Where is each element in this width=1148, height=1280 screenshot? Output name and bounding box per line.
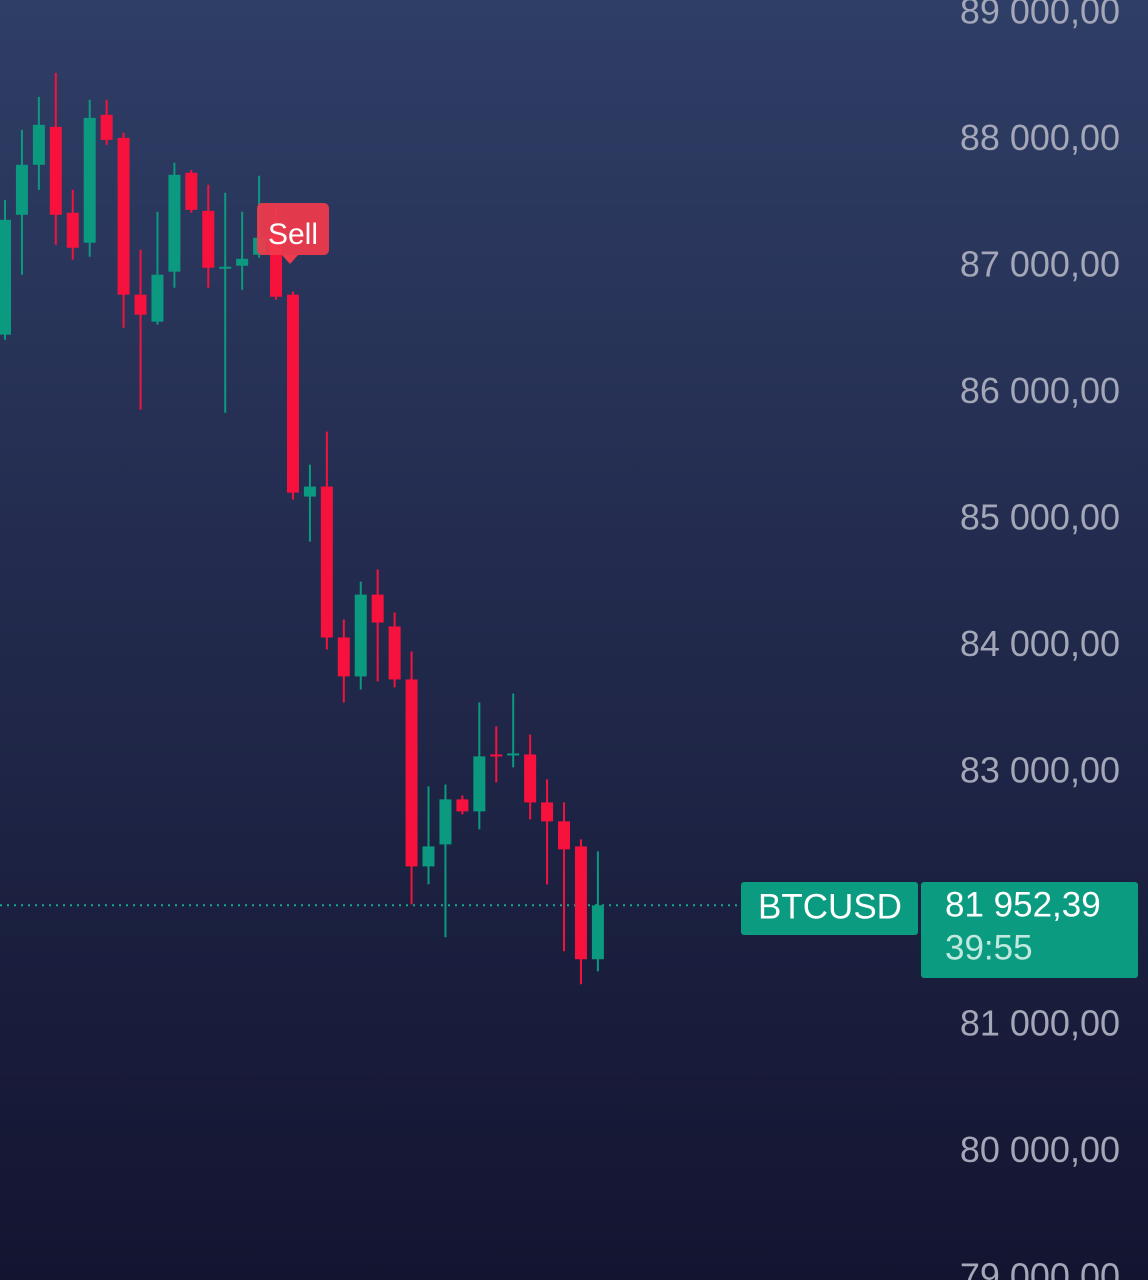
candle-body	[83, 117, 96, 243]
candle-body	[371, 594, 384, 623]
candle-body	[388, 626, 401, 680]
y-tick-label: 80 000,00	[960, 1129, 1120, 1170]
candle-body	[591, 905, 604, 960]
candle-body	[439, 799, 452, 845]
candle-body	[134, 294, 147, 315]
candle-body	[219, 266, 232, 269]
sell-badge	[257, 203, 329, 255]
sell-marker: Sell	[257, 203, 329, 264]
candle-body	[405, 679, 418, 867]
sell-label: Sell	[268, 218, 318, 251]
candle-body	[151, 274, 164, 322]
sell-pointer	[282, 255, 298, 264]
candle-body	[337, 637, 350, 677]
price-badge	[921, 882, 1138, 978]
y-tick-label: 83 000,00	[960, 749, 1120, 790]
symbol-badge	[741, 882, 918, 935]
candle-body	[473, 756, 486, 812]
symbol-label: BTCUSD	[758, 887, 902, 926]
candle-body	[456, 799, 469, 812]
y-tick-label: 89 000,00	[960, 0, 1120, 31]
y-tick-label: 88 000,00	[960, 117, 1120, 158]
candle-body	[66, 212, 79, 248]
candle-body	[422, 846, 435, 867]
y-tick-label: 85 000,00	[960, 496, 1120, 537]
candle-body	[541, 802, 554, 822]
candle-body	[524, 754, 537, 803]
candle-body	[100, 114, 113, 140]
candle-body	[32, 124, 45, 165]
candle-body	[168, 174, 181, 272]
y-tick-label: 86 000,00	[960, 370, 1120, 411]
candle-body	[15, 164, 28, 215]
candle-body	[303, 486, 316, 497]
y-tick-label: 87 000,00	[960, 243, 1120, 284]
y-tick-label: 81 000,00	[960, 1002, 1120, 1043]
candle-body	[320, 486, 333, 638]
y-tick-label: 84 000,00	[960, 623, 1120, 664]
candle-body	[286, 294, 299, 493]
candle-body	[558, 821, 571, 850]
candle-body	[507, 753, 520, 756]
y-tick-label: 79 000,00	[960, 1255, 1120, 1280]
candle-body	[0, 219, 11, 335]
candle-body	[202, 210, 215, 268]
candle-body	[354, 594, 367, 677]
countdown-label: 39:55	[945, 928, 1033, 967]
last-price-label: 81 952,39	[945, 885, 1101, 924]
candle-body	[185, 172, 198, 210]
candle-body	[490, 754, 503, 757]
candle-body	[236, 258, 249, 266]
candle-body	[49, 126, 62, 215]
candle-body	[117, 137, 130, 295]
candle-body	[574, 846, 587, 960]
